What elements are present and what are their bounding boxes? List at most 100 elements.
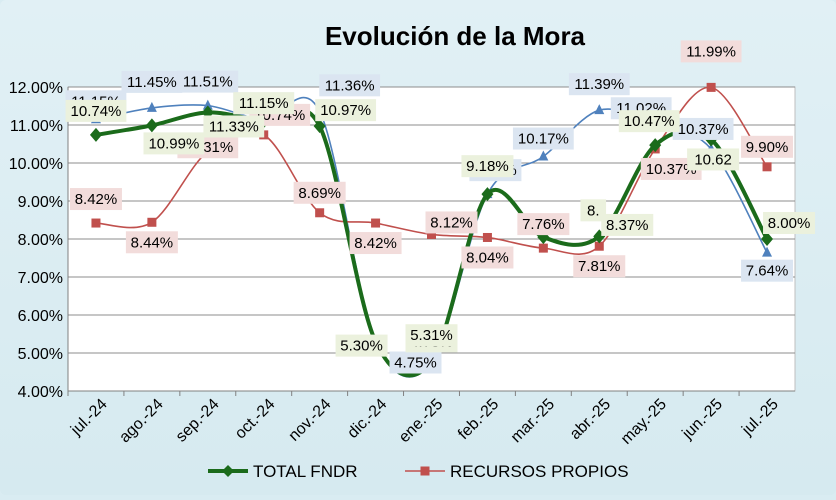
data-label-text: 10.74% [71,103,122,120]
data-label: 8.42% [349,232,402,255]
data-point [313,119,326,134]
data-label-box [618,110,680,133]
x-tick-label: jun.-25 [679,396,726,443]
data-label-text: 5.30% [340,338,383,355]
data-label: 7.64% [741,259,794,282]
data-label-text: 8.04% [466,249,509,266]
data-point [706,82,716,92]
data-label-text: 8. [587,202,600,219]
x-tick-label: ene.-25 [396,396,446,446]
data-label: 10.99% [143,132,205,155]
data-point [762,162,772,172]
data-point [89,127,102,142]
x-tick-label: jul.-24 [67,396,111,440]
y-tick-label: 9.00% [18,194,63,211]
data-label: 11.15% [233,92,295,115]
data-point [762,246,773,257]
data-label-text: 8.42% [75,191,118,208]
data-label-box [672,117,734,140]
data-label-text: 8.00% [768,215,811,232]
data-label-text: 11.33% [209,118,259,135]
data-label: 5.31% [405,324,458,347]
data-label-text: 8.69% [298,185,341,202]
x-tick-label: abr.-25 [567,396,614,443]
data-label-text: 11.99% [686,43,736,60]
data-label-box [763,212,816,234]
data-label-text: 11.45% [127,74,177,91]
data-label-box [640,157,702,180]
data-label: 8.44% [125,231,178,254]
data-label: 11.51% [177,70,239,93]
data-label-box [389,351,442,374]
data-point [146,101,157,112]
data-label: 4.75% [389,351,442,374]
data-label-box [741,135,794,158]
legend-marker [222,465,234,477]
data-label-text: 10.37% [646,161,697,178]
data-point [145,118,158,133]
data-label-box [65,99,127,122]
data-label: 10.47% [618,110,680,133]
data-label: 10.17% [512,127,574,150]
data-labels: 11.15%11.45%11.51%11.15%11.36%4.75%9.18%… [65,40,816,374]
x-tick-label: dic.-24 [344,396,390,442]
data-label: 8.37% [601,213,654,236]
data-label-box [741,259,794,282]
data-label: 9.18% [461,155,514,178]
data-label: 8. [580,199,607,222]
data-label: 8.69% [293,181,346,204]
data-label: 9.90% [741,135,794,158]
y-tick-label: 4.00% [18,384,63,401]
x-axis: jul.-24 ago.-24 sep.-24 oct.-24 nov.-24 dic.-… [67,390,795,448]
data-point [594,104,605,115]
x-tick-label: feb.-25 [455,396,502,443]
data-point [538,150,549,161]
data-label-box [461,155,514,178]
data-label-box [203,115,265,138]
data-point [481,187,494,202]
data-label-text: 7.81% [578,258,621,275]
data-point [761,232,774,246]
x-tick-label: jul.-25 [738,396,782,440]
data-point [147,217,157,227]
data-label: 10.37% [640,157,702,180]
x-tick-label: sep.-24 [173,396,223,446]
y-tick-label: 7.00% [18,270,63,287]
y-tick-label: 6.00% [18,308,63,325]
data-label: 7.81% [573,255,626,278]
legend-marker [420,466,430,476]
data-point [427,229,436,239]
data-label: 10.62 [687,148,740,171]
data-label-text: 9.90% [746,139,789,156]
y-tick-label: 10.00% [9,156,63,173]
data-label: 11.99% [680,40,742,63]
data-label-text: 10.99% [148,135,199,152]
data-label-text: 8.37% [606,217,649,234]
data-label-text: 10.37% [678,121,729,138]
data-label: 8.12% [425,211,478,234]
data-point [202,99,213,110]
data-label-text: 10.47% [624,113,675,130]
data-point [91,218,101,228]
x-tick-label: mar.-25 [508,396,558,446]
data-label-box [143,132,205,155]
data-label-text: 11.51% [183,74,233,91]
data-label-text: 7.76% [522,216,565,233]
data-label-box [69,188,122,211]
data-point [649,138,662,153]
data-label-box [680,40,742,63]
data-label: 8.04% [461,246,514,269]
data-label-text: 11.36% [325,77,375,94]
x-tick-label: nov.-24 [286,396,335,445]
data-label-box [425,211,478,234]
data-label-box [233,92,295,115]
data-label-text: 8.44% [131,234,174,251]
data-label-text: 4.75% [394,355,437,372]
data-label-box [121,70,183,93]
data-label: 11.36% [319,74,381,97]
legend-label: RECURSOS PROPIOS [450,462,629,481]
legend: TOTAL FNDR RECURSOS PROPIOS [208,462,629,481]
x-tick-label: ago.-24 [116,396,166,446]
